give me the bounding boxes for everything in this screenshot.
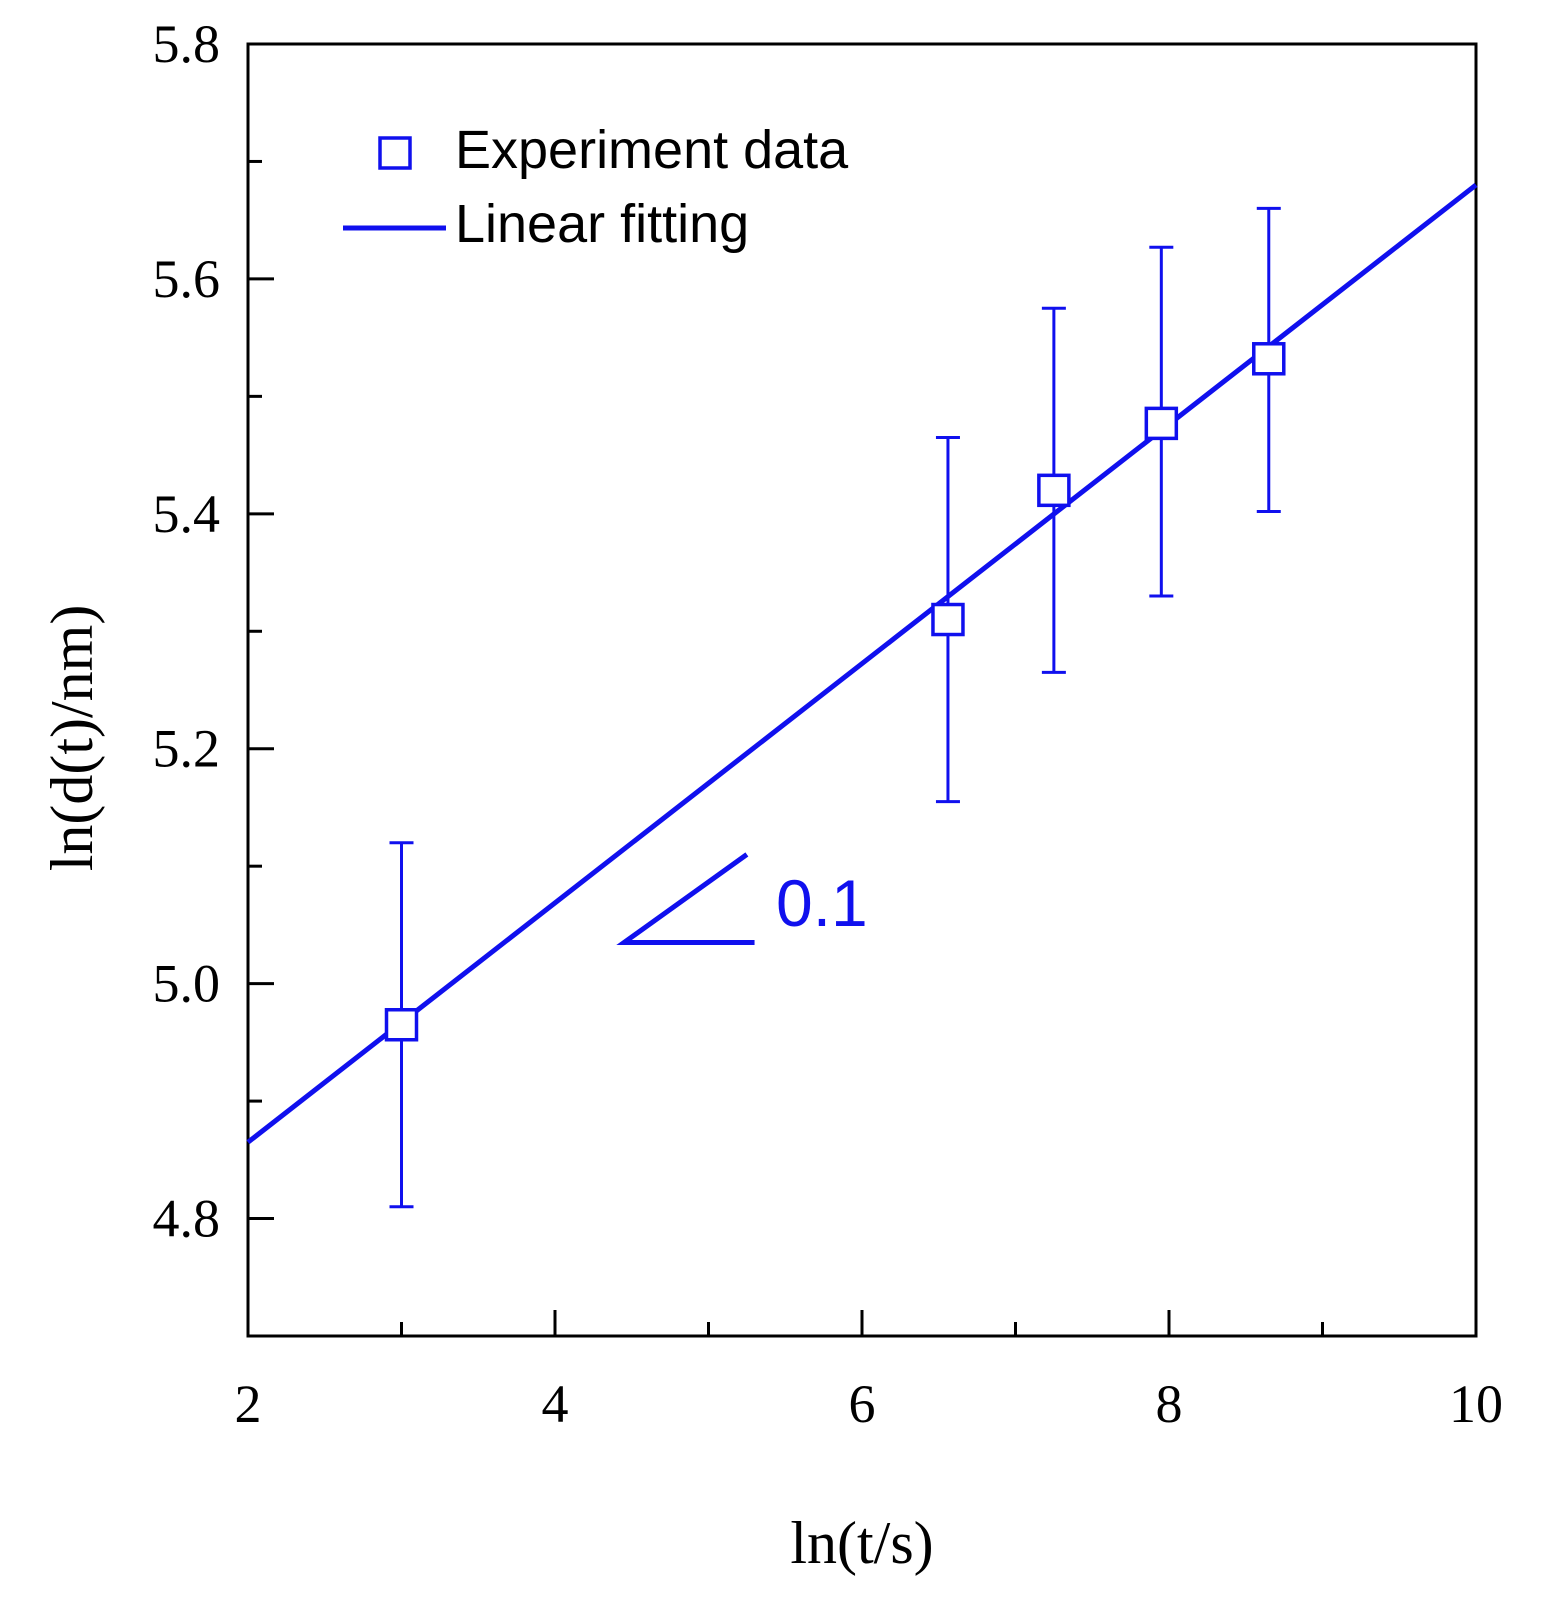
x-tick-label: 2 — [235, 1374, 262, 1434]
legend-marker-square — [378, 136, 412, 170]
error-bars — [389, 206, 1281, 1209]
x-tick-label: 10 — [1449, 1374, 1503, 1434]
slope-triangle — [616, 852, 755, 946]
fit-line-group — [246, 182, 1478, 1145]
data-point — [1252, 342, 1286, 376]
plot-frame — [246, 42, 1478, 1338]
y-tick-label: 5.0 — [153, 954, 221, 1014]
legend: Experiment data Linear fitting — [343, 120, 849, 254]
y-tick-label: 5.8 — [153, 14, 221, 74]
x-tick-label: 6 — [849, 1374, 876, 1434]
x-axis-ticks: 2 4 6 8 10 — [235, 1310, 1503, 1434]
x-axis-label: ln(t/s) — [790, 1510, 933, 1576]
legend-label-fitting: Linear fitting — [455, 194, 749, 254]
plot-border — [246, 42, 1478, 1338]
x-tick-label: 8 — [1156, 1374, 1183, 1434]
y-axis-ticks: 4.8 5.0 5.2 5.4 5.6 5.8 — [153, 14, 274, 1249]
data-points — [384, 342, 1286, 1042]
y-tick-label: 5.2 — [153, 719, 221, 779]
y-tick-label: 5.6 — [153, 249, 221, 309]
slope-annotation: 0.1 — [616, 852, 868, 946]
y-tick-label: 5.4 — [153, 484, 221, 544]
x-tick-label: 4 — [542, 1374, 569, 1434]
data-point — [1037, 473, 1071, 508]
y-axis-label: ln(d(t)/nm) — [39, 605, 105, 872]
data-point — [384, 1007, 419, 1042]
data-point — [931, 602, 965, 637]
y-tick-label: 4.8 — [153, 1189, 221, 1249]
data-point — [1144, 406, 1179, 441]
slope-label: 0.1 — [776, 866, 868, 940]
fit-line — [246, 182, 1478, 1145]
legend-label-experiment: Experiment data — [455, 120, 849, 180]
